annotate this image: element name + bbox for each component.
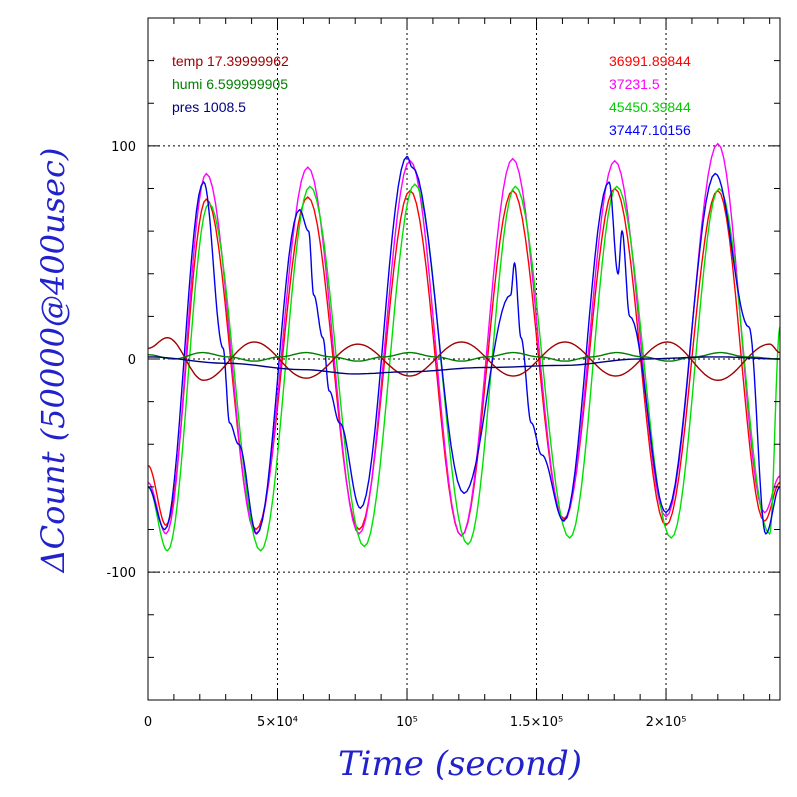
- x-tick-label: 5×10⁴: [257, 715, 298, 730]
- tick-labels: 0 5×10⁴ 10⁵ 1.5×10⁵ 2×10⁵ 100 0 -100: [106, 140, 686, 730]
- series-line: [147, 183, 781, 552]
- legend: temp 17.39999962 humi 6.599999905 pres 100…: [172, 53, 691, 138]
- series-line: [147, 142, 781, 537]
- y-axis-title: ΔCount (50000@400usec): [34, 148, 72, 575]
- legend-entry: 37231.5: [609, 76, 660, 92]
- legend-entry: 37447.10156: [609, 122, 691, 138]
- y-tick-label: -100: [106, 566, 136, 581]
- series-line: [148, 356, 780, 375]
- legend-entry: 36991.89844: [609, 53, 691, 69]
- legend-entry: pres 1008.5: [172, 99, 246, 115]
- x-tick-label: 2×10⁵: [646, 715, 687, 730]
- axis-ticks: [148, 18, 780, 700]
- legend-entry: temp 17.39999962: [172, 53, 289, 69]
- x-axis-title: Time (second): [338, 744, 582, 784]
- series-line: [147, 351, 780, 362]
- series-line: [147, 187, 781, 537]
- series-lines: [147, 142, 781, 552]
- x-tick-label: 0: [144, 715, 152, 730]
- legend-entry: humi 6.599999905: [172, 76, 288, 92]
- y-tick-label: 0: [128, 353, 136, 368]
- series-line: [147, 336, 781, 382]
- y-tick-label: 100: [111, 140, 136, 155]
- series-line: [147, 155, 781, 535]
- x-tick-label: 10⁵: [396, 715, 418, 730]
- x-tick-label: 1.5×10⁵: [510, 715, 563, 730]
- legend-entry: 45450.39844: [609, 99, 691, 115]
